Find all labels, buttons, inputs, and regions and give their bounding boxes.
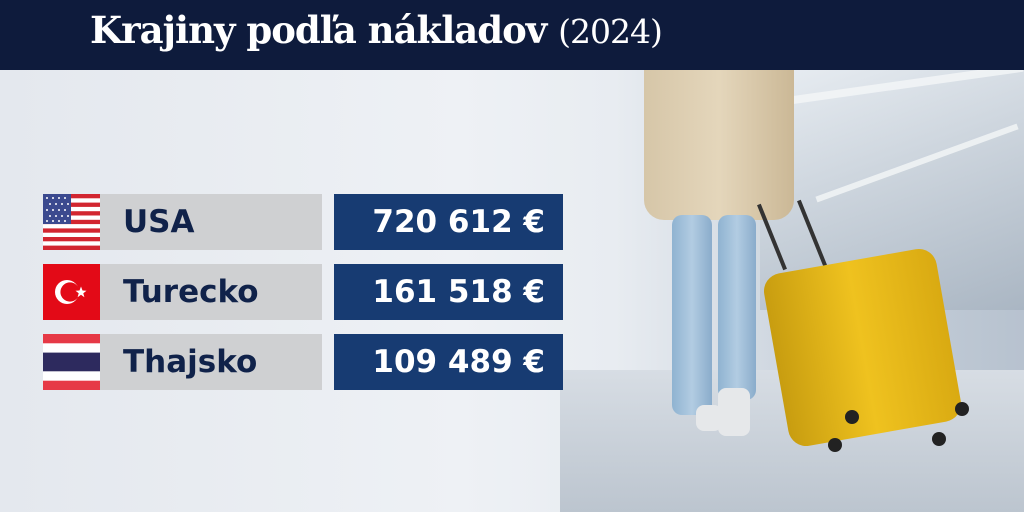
table-row: Turecko 161 518 € [43,264,563,320]
header-bar: Krajiny podľa nákladov (2024) [0,0,1024,70]
country-name: Thajsko [100,334,322,390]
yellow-suitcase [761,246,964,449]
usa-flag-icon [43,194,100,250]
shoe [696,405,722,431]
table-row: USA 720 612 € [43,194,563,250]
background-photo-traveler-suitcase [560,70,1024,512]
wheel [955,402,969,416]
leg [718,215,756,400]
title-text: Krajiny podľa nákladov [90,8,547,52]
cost-value: 720 612 € [334,194,563,250]
wheel [845,410,859,424]
wheel [828,438,842,452]
country-name: USA [100,194,322,250]
turkey-flag-icon [43,264,100,320]
wheel [932,432,946,446]
shoe [718,388,750,436]
cost-value: 109 489 € [334,334,563,390]
leg [672,215,712,415]
country-name: Turecko [100,264,322,320]
page-title: Krajiny podľa nákladov (2024) [90,8,663,52]
title-year: (2024) [558,12,663,51]
beige-coat [644,70,794,220]
thailand-flag-icon [43,334,100,390]
table-row: Thajsko 109 489 € [43,334,563,390]
cost-value: 161 518 € [334,264,563,320]
